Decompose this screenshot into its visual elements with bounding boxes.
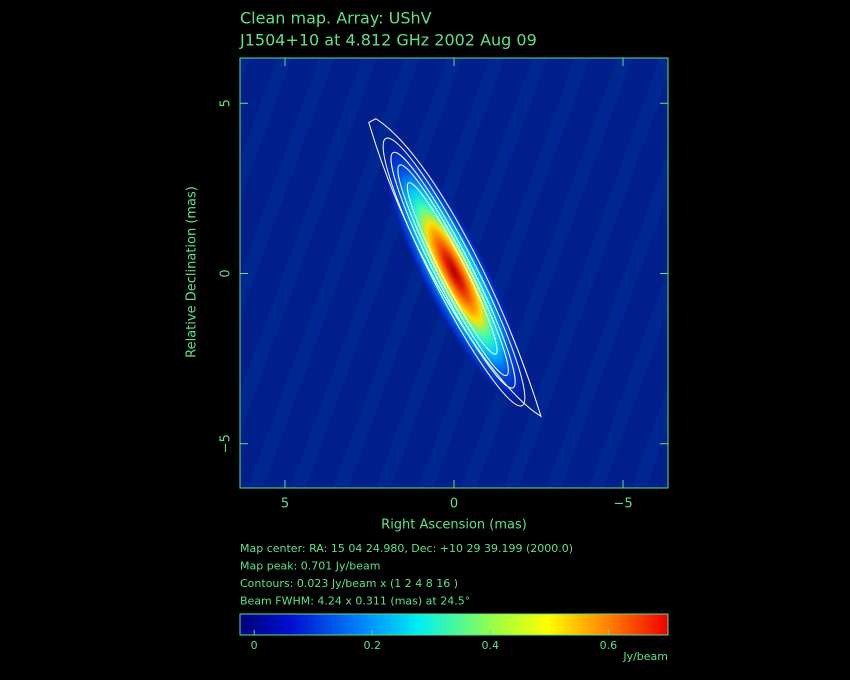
map (240, 58, 668, 488)
contour (406, 182, 498, 355)
contour (397, 164, 509, 377)
colorbar (239, 613, 669, 636)
x-axis-label: Right Ascension (mas) (381, 518, 527, 533)
x-tick-label: 5 (281, 497, 289, 512)
map-note: Map center: RA: 15 04 24.980, Dec: +10 2… (240, 542, 573, 555)
colorbar-tick-label: 0.6 (600, 639, 618, 652)
title: Clean map. Array: UShV (240, 9, 432, 28)
colorbar-tick-label: 0 (251, 639, 258, 652)
subtitle: J1504+10 at 4.812 GHz 2002 Aug 09 (239, 31, 537, 50)
x-tick-label: 0 (450, 497, 458, 512)
y-tick-label: 5 (219, 99, 234, 107)
colorbar-tick-label: 0.2 (363, 639, 381, 652)
map-note: Contours: 0.023 Jy/beam x (1 2 4 8 16 ) (240, 577, 458, 590)
source (368, 118, 542, 418)
colorbar-label: Jy/beam (622, 650, 668, 663)
y-axis-label: Relative Declination (mas) (185, 186, 200, 358)
contour (382, 137, 526, 407)
x-tick-label: −5 (613, 497, 632, 512)
map-note: Beam FWHM: 4.24 x 0.311 (mas) at 24.5° (240, 595, 470, 608)
colorbar-tick-label: 0.4 (482, 639, 500, 652)
contours (368, 118, 542, 418)
map-note: Map peak: 0.701 Jy/beam (240, 560, 380, 573)
emission (379, 137, 529, 407)
y-tick-label: 0 (219, 269, 234, 277)
contour (390, 151, 516, 389)
y-tick-label: −5 (219, 434, 234, 453)
